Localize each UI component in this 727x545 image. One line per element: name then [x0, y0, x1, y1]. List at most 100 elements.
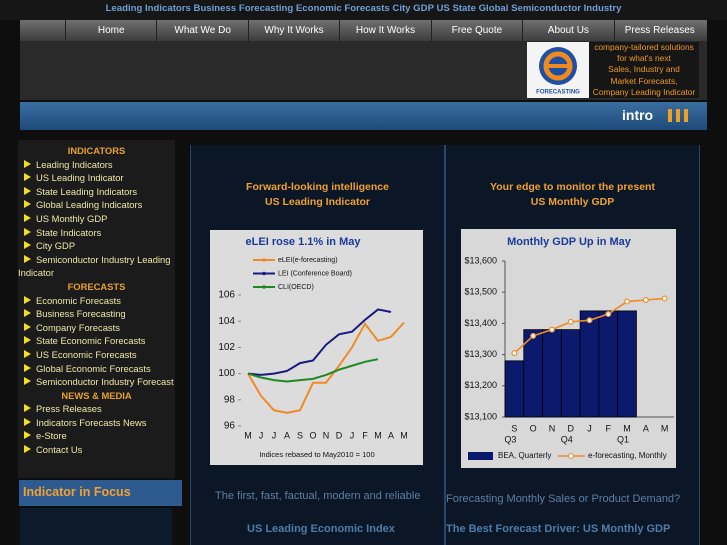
- line-marker: [567, 318, 574, 325]
- line-marker: [511, 350, 518, 357]
- x-tick-label: M: [661, 423, 669, 433]
- x-tick-label: J: [350, 430, 355, 440]
- series-line: [247, 358, 379, 383]
- sidebar-link[interactable]: US Economic Forecasts: [18, 348, 175, 362]
- sidebar-link[interactable]: Company Forecasts: [18, 321, 175, 335]
- series-line: [247, 308, 392, 376]
- x-tick-label: S: [511, 423, 517, 433]
- link-text[interactable]: US Economic Forecasts: [36, 348, 137, 360]
- sidebar-heading: NEWS & MEDIA: [61, 389, 132, 401]
- sidebar-link[interactable]: Semiconductor Industry Forecast: [18, 375, 175, 389]
- arrow-icon: [24, 336, 31, 345]
- y-tick-label: 104: [218, 316, 235, 327]
- nav-button[interactable]: Home: [65, 20, 156, 41]
- bar: [579, 310, 600, 418]
- link-text[interactable]: Global Economic Forecasts: [36, 362, 151, 374]
- nav-button[interactable]: Press Releases: [613, 20, 705, 41]
- line-marker: [586, 317, 593, 324]
- bar: [560, 329, 581, 418]
- sidebar-link[interactable]: Global Leading Indicators: [18, 198, 175, 212]
- link-text[interactable]: Contact Us: [36, 444, 83, 456]
- sidebar-link[interactable]: e-Store: [18, 429, 175, 443]
- link-text[interactable]: Semiconductor Industry Leading Indicator: [18, 253, 171, 279]
- x-tick-label: M: [244, 430, 252, 440]
- top-banner: Leading Indicators Business Forecasting …: [0, 0, 727, 20]
- tagline-line: Company Leading Indicator: [592, 86, 696, 97]
- x-tick-label: A: [284, 430, 290, 440]
- arrow-icon: [24, 404, 31, 413]
- line-marker: [548, 326, 555, 333]
- x-tick-label: S: [297, 430, 303, 440]
- nav-button[interactable]: About Us: [522, 20, 613, 41]
- link-text[interactable]: Indicators Forecasts News: [36, 416, 147, 428]
- x-tick-label: O: [530, 423, 537, 433]
- sidebar-link[interactable]: US Leading Indicator: [18, 171, 175, 185]
- arrow-icon: [24, 431, 31, 440]
- link-text[interactable]: US Leading Indicator: [36, 172, 124, 184]
- arrow-icon: [24, 186, 31, 195]
- link-text[interactable]: Semiconductor Industry Forecast: [36, 376, 174, 388]
- link-text[interactable]: Economic Forecasts: [36, 294, 121, 306]
- heading-line: US Leading Indicator: [264, 196, 370, 208]
- link-text[interactable]: Leading Indicators: [36, 158, 113, 170]
- link-text[interactable]: Global Leading Indicators: [36, 199, 143, 211]
- quarter-label: Q3: [504, 434, 516, 444]
- sidebar-link[interactable]: State Leading Indicators: [18, 185, 175, 199]
- nav-button[interactable]: What We Do: [156, 20, 247, 41]
- link-text[interactable]: State Indicators: [36, 226, 102, 238]
- sidebar-link[interactable]: State Indicators: [18, 226, 175, 240]
- sidebar-link[interactable]: US Monthly GDP: [18, 212, 175, 226]
- tagline-line: for what's next: [617, 53, 671, 64]
- legend-label: BEA, Quarterly: [498, 451, 551, 460]
- y-tick-label: 98: [224, 394, 236, 405]
- y-tick-label: 100: [218, 368, 235, 379]
- sidebar-link[interactable]: Indicators Forecasts News: [18, 416, 175, 430]
- link-text[interactable]: Press Releases: [36, 403, 102, 415]
- link-text[interactable]: Business Forecasting: [36, 308, 126, 320]
- sidebar-link[interactable]: Business Forecasting: [18, 307, 175, 321]
- logo-text: FORECASTING: [536, 90, 580, 96]
- y-tick-label: $13,500: [464, 287, 497, 297]
- arrow-icon: [24, 254, 31, 263]
- line-marker: [530, 332, 537, 339]
- nav-button[interactable]: How It Works: [339, 20, 430, 41]
- sidebar-link[interactable]: Economic Forecasts: [18, 294, 175, 308]
- sidebar-link[interactable]: Contact Us: [18, 443, 175, 457]
- link-text[interactable]: Company Forecasts: [36, 321, 120, 333]
- tagline-line: Sales, Industry and: [608, 64, 680, 75]
- sidebar-heading: FORECASTS: [67, 280, 126, 292]
- nav-button[interactable]: Why It Works: [247, 20, 339, 41]
- x-tick-label: D: [336, 430, 343, 440]
- header-tagline: company-tailored solutions for what's nex…: [589, 42, 699, 98]
- sidebar-link[interactable]: Press Releases: [18, 402, 175, 416]
- arrow-icon: [24, 363, 31, 372]
- sidebar-link[interactable]: State Economic Forecasts: [18, 334, 175, 348]
- link-text[interactable]: US Monthly GDP: [36, 212, 108, 224]
- panel-link[interactable]: The Best Forecast Driver: US Monthly GDP: [446, 523, 671, 535]
- chart-title: Monthly GDP Up in May: [507, 236, 632, 248]
- link-text[interactable]: e-Store: [36, 430, 67, 442]
- quarter-label: Q1: [617, 434, 629, 444]
- sidebar-link[interactable]: Semiconductor Industry Leading Indicator: [18, 253, 175, 280]
- quarter-label: Q4: [561, 434, 573, 444]
- nav-bar: [20, 20, 707, 41]
- logo[interactable]: FORECASTING: [527, 42, 589, 98]
- line-marker: [624, 298, 631, 305]
- sidebar-link[interactable]: Leading Indicators: [18, 158, 175, 172]
- link-text[interactable]: City GDP: [36, 240, 76, 252]
- arrow-icon: [24, 445, 31, 454]
- bar: [504, 360, 525, 418]
- legend-label: CLI(OECD): [278, 284, 314, 291]
- link-text[interactable]: State Economic Forecasts: [36, 335, 146, 347]
- tagline-line: Market Forecasts,: [610, 75, 678, 86]
- y-tick-label: $13,400: [464, 318, 497, 328]
- sidebar-link[interactable]: City GDP: [18, 239, 175, 253]
- nav-button[interactable]: Free Quote: [430, 20, 522, 41]
- link-text[interactable]: State Leading Indicators: [36, 185, 138, 197]
- sidebar-heading: INDICATORS: [67, 145, 126, 156]
- legend-label: e-forecasting, Monthly: [588, 451, 667, 460]
- sidebar-link[interactable]: Global Economic Forecasts: [18, 362, 175, 376]
- panel-link[interactable]: US Leading Economic Index: [247, 523, 395, 535]
- focus-box: [20, 508, 172, 545]
